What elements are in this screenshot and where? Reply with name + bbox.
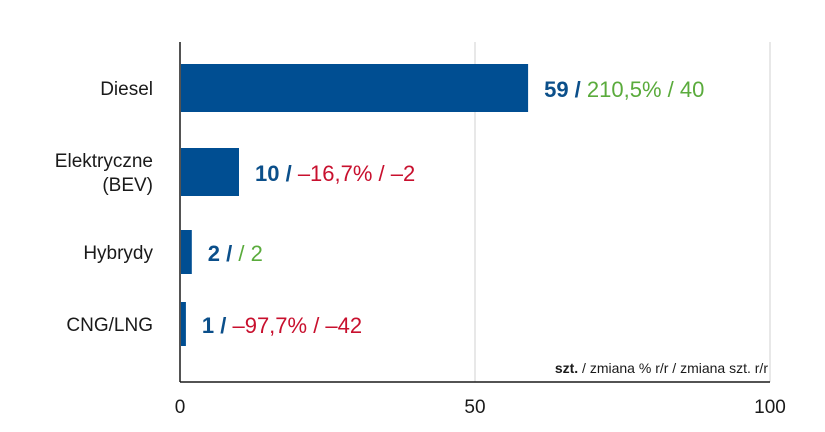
x-tick-label-50: 50 <box>464 397 485 418</box>
category-labels: Diesel Elektryczne (BEV) Hybrydy CNG/LNG <box>55 79 154 336</box>
category-label-2: Hybrydy <box>83 243 153 264</box>
value-label-1: 10 / –16,7% / –2 <box>255 161 415 186</box>
category-label-1: Elektryczne (BEV) <box>55 151 153 196</box>
category-label-0: Diesel <box>100 79 153 100</box>
unit-note-bold: szt. <box>555 360 578 376</box>
value-label-2: 2 / / 2 <box>208 241 263 266</box>
unit-note-rest: / zmiana % r/r / zmiana szt. r/r <box>578 360 768 376</box>
bar-3 <box>181 302 186 346</box>
category-label-3: CNG/LNG <box>66 315 153 336</box>
bar-0 <box>181 64 529 112</box>
bars <box>181 64 529 346</box>
value-label-0: 59 / 210,5% / 40 <box>544 77 704 102</box>
bar-1 <box>181 148 239 196</box>
value-labels: 59 / 210,5% / 40 10 / –16,7% / –2 2 / / 2 1… <box>202 77 704 338</box>
axes <box>179 42 770 383</box>
unit-note: szt. / zmiana % r/r / zmiana szt. r/r <box>555 360 768 376</box>
value-label-3: 1 / –97,7% / –42 <box>202 313 362 338</box>
x-tick-label-100: 100 <box>754 397 786 418</box>
bar-2 <box>181 230 192 274</box>
x-tick-label-0: 0 <box>175 397 186 418</box>
x-tick-labels: 0 50 100 <box>175 397 786 418</box>
